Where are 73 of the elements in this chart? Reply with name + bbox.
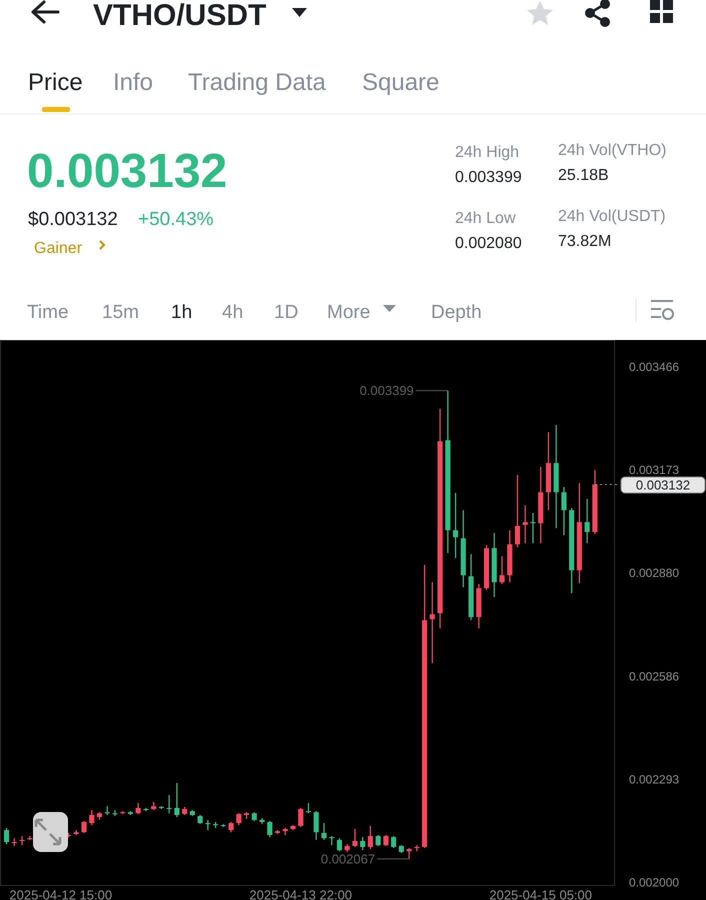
candlestick xyxy=(198,814,203,825)
candlestick xyxy=(561,486,566,536)
candlestick xyxy=(136,802,141,815)
text: Depth xyxy=(431,302,482,323)
y-tick-label: 0.002000 xyxy=(629,875,680,890)
candlestick xyxy=(314,810,319,841)
text: 1D xyxy=(274,302,298,323)
candlestick xyxy=(12,838,17,847)
candlestick xyxy=(104,806,110,816)
text: 24h Vol(USDT) xyxy=(558,208,666,225)
y-tick-label: 0.003173 xyxy=(629,463,680,478)
text: 0.003132 xyxy=(27,145,228,198)
candlestick xyxy=(514,474,520,548)
x-tick-label: 2025-04-15 05:00 xyxy=(489,888,592,900)
x-tick-label: 2025-04-13 22:00 xyxy=(249,888,352,900)
text: 15m xyxy=(102,302,139,323)
candlestick xyxy=(499,556,505,585)
candlestick xyxy=(298,807,304,828)
candlestick xyxy=(20,835,25,846)
text: 0.003399 xyxy=(455,169,522,186)
candlestick xyxy=(336,838,342,852)
candlestick xyxy=(352,828,358,848)
text: Time xyxy=(27,302,69,323)
y-tick-label: 0.003466 xyxy=(629,360,680,374)
text: 25.18B xyxy=(558,167,609,184)
candlestick xyxy=(360,836,366,851)
candlestick xyxy=(406,847,412,860)
x-tick-label: 2025-04-12 15:00 xyxy=(9,888,112,900)
text: $0.003132 xyxy=(28,209,118,230)
candlestick xyxy=(27,835,32,841)
text: 24h Vol(VTHO) xyxy=(558,142,666,159)
candlestick xyxy=(267,820,272,838)
candlestick xyxy=(4,827,10,845)
text: 24h Low xyxy=(455,210,516,227)
candlestick xyxy=(228,821,234,833)
candlestick xyxy=(81,820,87,834)
y-tick-label: 0.002586 xyxy=(629,669,680,684)
text: Trading Data xyxy=(188,69,326,96)
candlestick xyxy=(452,492,458,559)
candlestick xyxy=(306,802,312,814)
annotation: 0.002067 xyxy=(320,851,376,866)
candlestick xyxy=(368,825,373,850)
chart-title: VTHO/USDT xyxy=(93,0,266,32)
candlestick xyxy=(89,809,94,826)
text: Price xyxy=(28,69,83,96)
candlestick xyxy=(174,782,180,818)
candlestick xyxy=(584,498,590,544)
text: 24h High xyxy=(455,144,520,161)
candlestick xyxy=(530,512,536,544)
text: 1h xyxy=(171,302,192,323)
candlestick xyxy=(391,835,396,849)
text: 0.002080 xyxy=(455,235,522,252)
candlestick xyxy=(329,835,334,846)
text: 73.82M xyxy=(558,233,612,250)
text: More xyxy=(327,302,370,323)
candlestick xyxy=(205,819,210,831)
candlestick xyxy=(430,582,435,664)
candlestick xyxy=(166,794,172,814)
text: Gainer xyxy=(34,240,83,257)
text: Info xyxy=(113,69,154,96)
candlestick xyxy=(414,844,420,852)
candlestick xyxy=(321,822,327,841)
ref-line-label: 0.003132 xyxy=(636,478,690,492)
text: +50.43% xyxy=(138,209,214,230)
candlestick xyxy=(376,834,381,847)
y-tick-label: 0.002293 xyxy=(629,772,680,786)
annotation: 0.003399 xyxy=(360,383,414,398)
text: Square xyxy=(362,69,440,96)
text: 4h xyxy=(222,302,244,323)
candlestick xyxy=(236,812,242,826)
y-tick-label: 0.002880 xyxy=(629,566,680,580)
candlestick xyxy=(522,504,528,544)
candlestick xyxy=(383,834,388,847)
